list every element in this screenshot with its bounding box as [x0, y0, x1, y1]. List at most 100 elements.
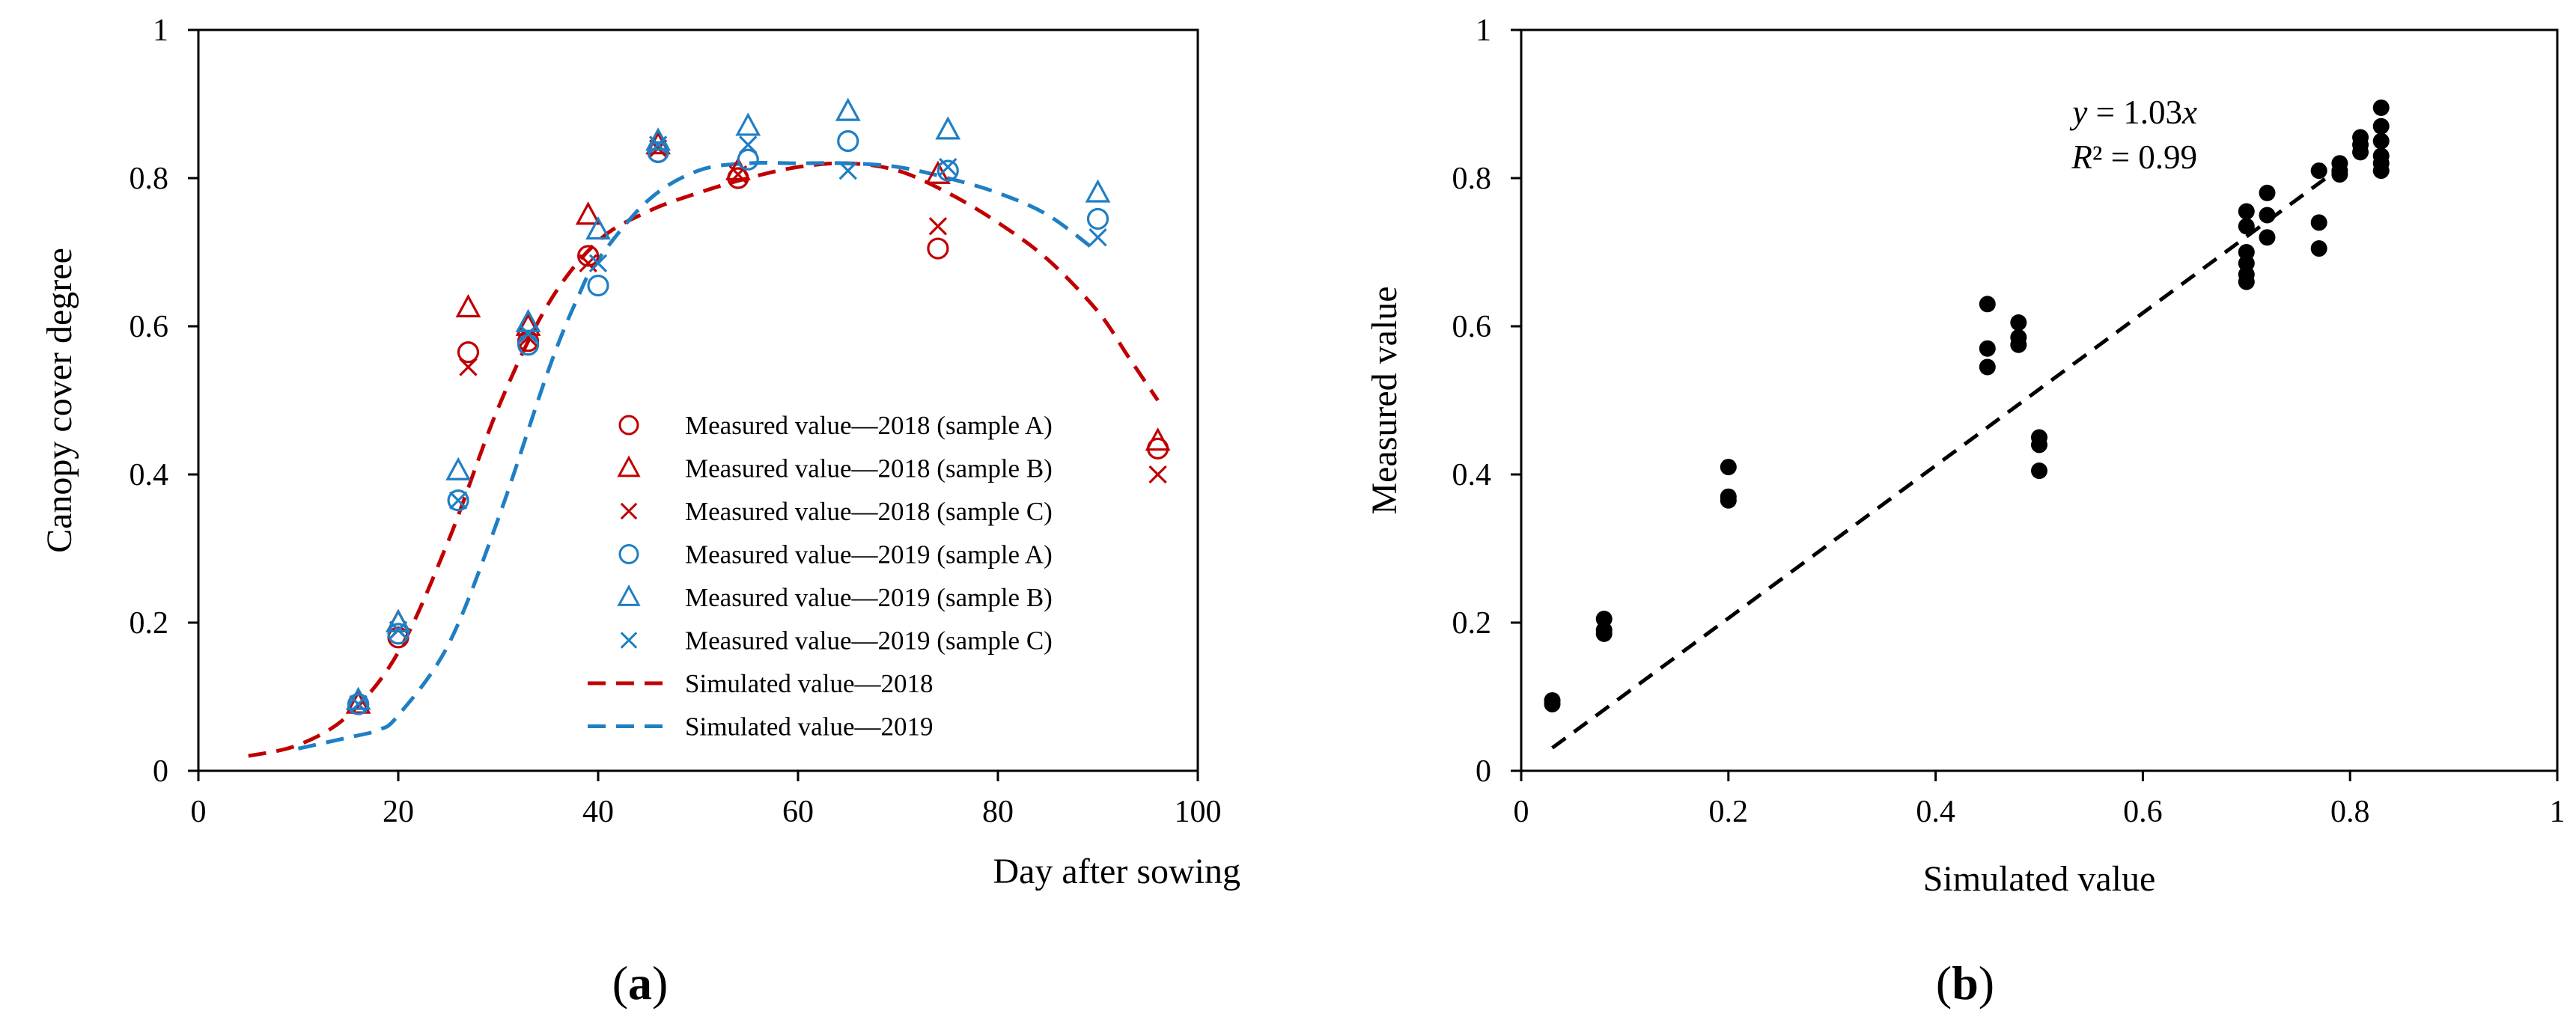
chart-a-y-tick-label: 0.4 [130, 458, 169, 492]
data-point [2372, 147, 2390, 165]
legend-swatch-4 [617, 584, 641, 606]
legend-item-label: Measured value—2018 (sample C) [685, 497, 1053, 526]
chart-b-x-tick-label: 0 [1514, 795, 1529, 829]
chart-a-y-axis-title: Canopy cover degree [40, 248, 79, 553]
legend-item-label: Measured value—2019 (sample C) [685, 626, 1053, 656]
data-point-s1 [575, 201, 601, 225]
data-point-s2 [928, 217, 948, 236]
chart-b-x-tick-label: 0.2 [1709, 795, 1749, 829]
data-point [2259, 184, 2276, 201]
panel-label-b: (b) [1936, 956, 1994, 1010]
chart-a-y-tick-label: 0.8 [130, 162, 169, 196]
chart-b-y-tick-label: 0.2 [1452, 606, 1492, 641]
data-point-s5 [349, 694, 368, 714]
data-point [1979, 340, 1996, 357]
data-point-s4 [935, 116, 961, 140]
data-point-s5 [1088, 228, 1107, 247]
data-point-s4 [735, 112, 761, 136]
chart-b-y-tick-label: 0.4 [1452, 458, 1492, 492]
data-point [1720, 459, 1737, 476]
chart-a-x-axis-title: Day after sowing [993, 852, 1240, 891]
data-point-s3 [1086, 207, 1109, 230]
data-point-s3 [387, 623, 409, 645]
legend-item-label: Measured value—2019 (sample A) [685, 540, 1053, 570]
legend-item-label: Measured value—2019 (sample B) [685, 583, 1053, 612]
chart-a-ticks: 0 20 40 60 80 100 0 0.2 0.4 0.6 0.8 1 [130, 13, 1222, 829]
legend-item-label: Measured value—2018 (sample A) [685, 411, 1053, 440]
data-point [1595, 611, 1613, 628]
data-point [2031, 429, 2047, 446]
data-point [2310, 162, 2327, 180]
chart-a-x-tick-label: 0 [191, 795, 207, 829]
data-point [1979, 296, 1996, 313]
chart-a-y-tick-label: 0 [153, 754, 168, 789]
data-point-s2 [459, 358, 478, 376]
data-point-s3 [737, 148, 759, 171]
chart-b-y-tick-label: 0.6 [1452, 310, 1492, 344]
data-point [2238, 218, 2255, 235]
data-point-s5 [939, 157, 957, 177]
chart-a: 0 20 40 60 80 100 0 0.2 0.4 0.6 0.8 1 Day after sow… [40, 13, 1240, 1010]
chart-b-x-axis-title: Simulated value [1923, 859, 2156, 899]
data-point-s4 [515, 308, 541, 332]
chart-b-plot-frame [1520, 28, 2559, 772]
data-point [1979, 358, 1996, 376]
chart-b-equation: y = 1.03x [2069, 94, 2197, 131]
data-point-s1 [1145, 427, 1171, 451]
data-point-s3 [587, 274, 609, 297]
chart-a-y-tick-label: 1 [153, 13, 168, 48]
data-point-s3 [837, 129, 859, 153]
chart-a-x-tick-label: 60 [782, 795, 814, 829]
chart-a-plot-frame [197, 28, 1199, 772]
chart-b-r-squared: R² = 0.99 [2071, 138, 2197, 176]
chart-b-ticks: 0 0.2 0.4 0.6 0.8 1 0 0.2 0.4 0.6 0.8 1 [1452, 13, 2566, 829]
chart-a-x-tick-label: 80 [982, 795, 1014, 829]
chart-a-marks [248, 97, 1171, 758]
data-point [2310, 214, 2327, 231]
legend-swatch-0 [618, 415, 639, 436]
data-point [2010, 314, 2027, 332]
chart-a-legend: Measured value—2018 (sample A) Measured v… [588, 411, 1053, 742]
fit-line [1551, 151, 2362, 750]
data-point-s3 [347, 693, 370, 715]
legend-swatch-3 [618, 544, 639, 564]
data-point-s5 [389, 620, 408, 640]
legend-item-label: Simulated value—2018 [685, 669, 933, 698]
chart-a-x-tick-label: 20 [383, 795, 414, 829]
data-point [2259, 229, 2276, 246]
legend-item-label: Measured value—2018 (sample B) [685, 454, 1053, 483]
data-point [2331, 155, 2348, 172]
legend-swatch-1 [617, 455, 641, 477]
chart-b-y-tick-label: 0.8 [1452, 162, 1492, 196]
data-point-s1 [345, 690, 371, 714]
data-point [2372, 117, 2390, 135]
legend-swatch-5 [620, 632, 638, 649]
chart-b-y-tick-label: 1 [1476, 13, 1491, 48]
data-point-s3 [447, 489, 469, 512]
legend-swatch-2 [620, 502, 638, 520]
data-point-s0 [927, 237, 949, 260]
data-point-s4 [1085, 179, 1111, 203]
data-point-s0 [577, 245, 600, 267]
data-point-s3 [647, 141, 669, 163]
data-point-s1 [455, 293, 481, 318]
chart-b-x-tick-label: 0.8 [2330, 795, 2370, 829]
data-point [2372, 132, 2390, 150]
chart-a-y-tick-label: 0.6 [130, 310, 169, 344]
data-point-s5 [739, 135, 758, 154]
chart-b-y-tick-label: 0 [1476, 754, 1491, 789]
chart-a-x-tick-label: 40 [582, 795, 614, 829]
data-point [2238, 203, 2255, 220]
data-point-s0 [457, 341, 480, 364]
data-point [2372, 99, 2390, 116]
chart-b-x-tick-label: 0.6 [2123, 795, 2163, 829]
chart-a-y-tick-label: 0.2 [130, 606, 169, 641]
data-point-s5 [648, 135, 668, 154]
data-point [2238, 244, 2255, 260]
chart-b-x-tick-label: 0.4 [1916, 795, 1955, 829]
data-point-s4 [585, 216, 611, 240]
panel-label-a: (a) [612, 956, 669, 1010]
data-point-s5 [588, 254, 608, 273]
data-point [2010, 329, 2027, 346]
